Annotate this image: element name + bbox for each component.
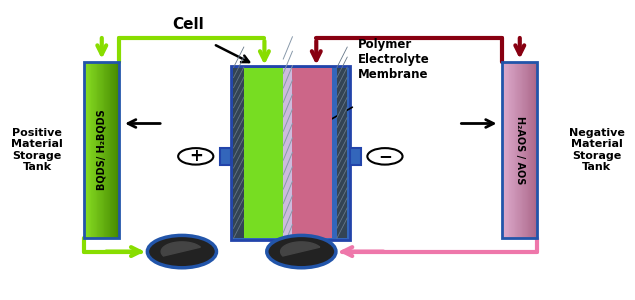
Bar (107, 62, 108, 238)
Text: Negative
Material
Storage
Tank: Negative Material Storage Tank (569, 128, 625, 172)
Polygon shape (161, 242, 201, 256)
Bar (89, 62, 90, 238)
Bar (533, 62, 535, 238)
Bar (516, 62, 517, 238)
Bar (100, 62, 101, 238)
Bar (111, 62, 112, 238)
Bar (520, 62, 521, 238)
Bar (102, 62, 103, 238)
Bar (87, 62, 88, 238)
Bar (91, 62, 92, 238)
Bar (535, 62, 536, 238)
Bar (113, 62, 114, 238)
Text: Cell: Cell (172, 17, 204, 32)
Text: +: + (189, 147, 203, 165)
Bar (504, 62, 505, 238)
Bar (532, 62, 533, 238)
Bar (519, 62, 520, 238)
Circle shape (267, 236, 336, 268)
Bar (528, 62, 530, 238)
Bar (525, 62, 526, 238)
Bar (118, 62, 119, 238)
Bar (104, 62, 105, 238)
Circle shape (368, 148, 403, 165)
Bar (117, 62, 118, 238)
Bar (517, 62, 518, 238)
Bar (85, 62, 86, 238)
Bar (514, 62, 516, 238)
Bar (97, 62, 98, 238)
Bar (337, 68, 347, 238)
Bar (86, 62, 87, 238)
Bar (283, 68, 293, 238)
Bar (109, 62, 110, 238)
Bar (506, 62, 507, 238)
Bar (99, 62, 100, 238)
Bar (114, 62, 115, 238)
Bar (509, 62, 511, 238)
Bar (234, 68, 244, 238)
Bar (521, 62, 523, 238)
Bar (231, 66, 350, 240)
Bar (105, 62, 106, 238)
Bar (88, 62, 89, 238)
Bar (524, 62, 525, 238)
Bar (511, 62, 512, 238)
Text: BQDS/ H₂BQDS: BQDS/ H₂BQDS (97, 110, 107, 190)
Bar (112, 62, 113, 238)
Bar (115, 62, 116, 238)
Bar (90, 62, 91, 238)
Text: Polymer
Electrolyte
Membrane: Polymer Electrolyte Membrane (358, 38, 430, 81)
Bar (93, 62, 94, 238)
Bar (536, 62, 537, 238)
Bar (523, 62, 524, 238)
Bar (531, 62, 532, 238)
Text: H₂AOS / AOS: H₂AOS / AOS (515, 116, 525, 184)
Circle shape (178, 148, 213, 165)
Bar (350, 148, 361, 165)
Bar (116, 62, 117, 238)
Polygon shape (281, 242, 320, 256)
Circle shape (147, 236, 217, 268)
Bar (220, 148, 231, 165)
Bar (108, 62, 109, 238)
Bar (502, 62, 504, 238)
Bar (507, 62, 509, 238)
Bar (84, 62, 119, 238)
Bar (530, 62, 531, 238)
Bar (110, 62, 111, 238)
Bar (518, 62, 519, 238)
Bar (526, 62, 528, 238)
Bar (94, 62, 95, 238)
Text: Positive
Material
Storage
Tank: Positive Material Storage Tank (11, 128, 64, 172)
Bar (98, 62, 99, 238)
Bar (103, 62, 104, 238)
Text: −: − (378, 147, 392, 165)
Bar (513, 62, 514, 238)
Bar (505, 62, 506, 238)
Bar (502, 62, 537, 238)
Bar (106, 62, 107, 238)
Bar (95, 62, 96, 238)
Bar (101, 62, 102, 238)
Bar (96, 62, 97, 238)
Bar (92, 62, 93, 238)
Bar (244, 68, 283, 238)
Bar (84, 62, 85, 238)
Bar (512, 62, 513, 238)
Bar (293, 68, 332, 238)
